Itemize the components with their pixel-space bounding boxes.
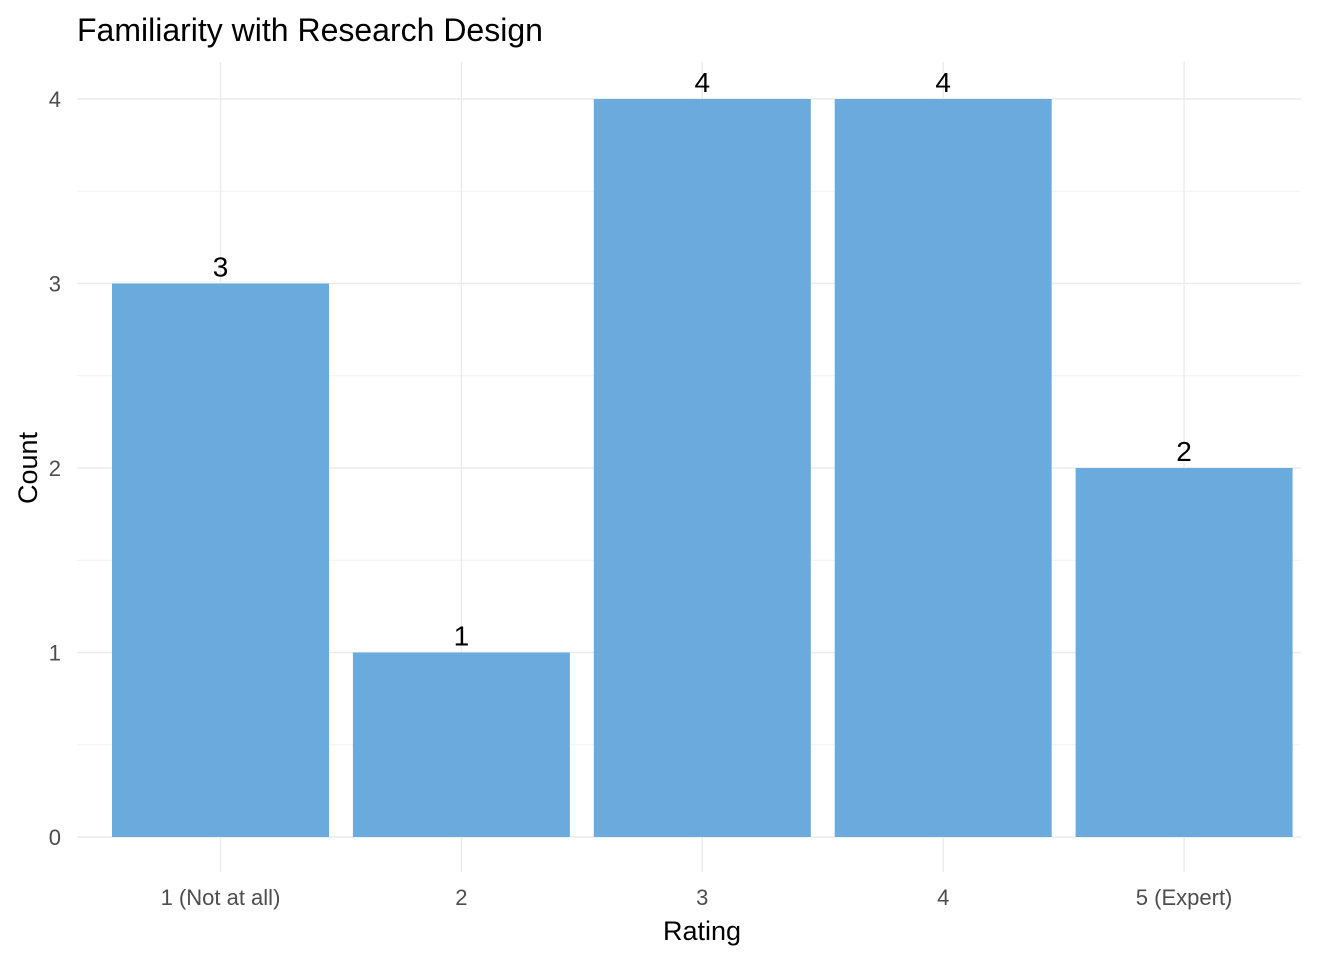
bar <box>352 652 570 837</box>
x-tick-label: 1 (Not at all) <box>161 885 281 910</box>
bar <box>1075 468 1293 837</box>
bar <box>112 283 329 837</box>
data-label: 3 <box>213 252 229 283</box>
x-tick-label: 2 <box>455 885 467 910</box>
chart-title: Familiarity with Research Design <box>77 12 543 48</box>
x-tick-label: 4 <box>937 885 949 910</box>
y-tick-label: 1 <box>49 641 61 666</box>
bars <box>112 99 1293 837</box>
data-label: 4 <box>695 67 711 98</box>
data-labels: 3 1 4 4 2 <box>213 67 1192 652</box>
data-label: 1 <box>454 621 470 652</box>
x-axis-ticks: 1 (Not at all) 2 3 4 5 (Expert) <box>161 885 1233 910</box>
y-tick-label: 4 <box>49 87 61 112</box>
x-tick-label: 3 <box>696 885 708 910</box>
y-axis-title: Count <box>13 431 43 504</box>
data-label: 2 <box>1176 436 1192 467</box>
y-tick-label: 3 <box>49 272 61 297</box>
bar <box>834 99 1052 837</box>
x-tick-label: 5 (Expert) <box>1136 885 1233 910</box>
bar <box>593 99 811 837</box>
y-axis-ticks: 0 1 2 3 4 <box>49 87 61 850</box>
y-tick-label: 2 <box>49 456 61 481</box>
y-tick-label: 0 <box>49 825 61 850</box>
data-label: 4 <box>935 67 951 98</box>
x-axis-title: Rating <box>663 916 741 946</box>
